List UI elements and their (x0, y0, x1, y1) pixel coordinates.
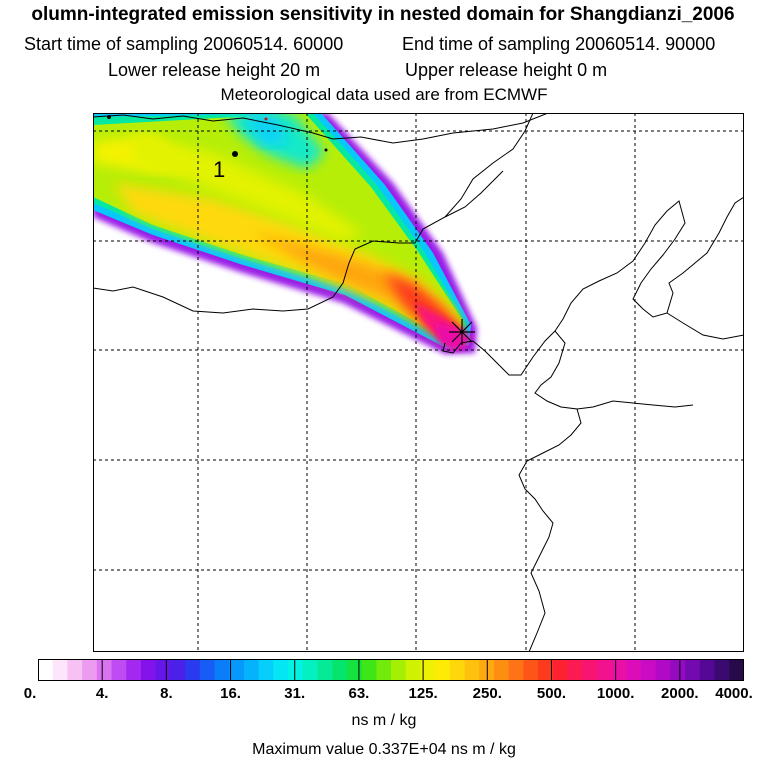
upper-release-label: Upper release height 0 m (405, 60, 608, 80)
colorbar-swatch (199, 659, 216, 681)
colorbar-swatch (420, 659, 436, 681)
colorbar-swatch (229, 659, 245, 681)
colorbar-swatch (361, 659, 377, 681)
colorbar-swatch (391, 659, 407, 681)
lower-release-label: Lower release height 20 m (108, 60, 321, 80)
emission-plume (93, 113, 477, 354)
colorbar-swatch (508, 659, 524, 681)
start-time-label: Start time of sampling 20060514. 60000 (24, 34, 344, 54)
colorbar-swatch (185, 659, 201, 681)
colorbar-swatch (626, 659, 642, 681)
map-frame (93, 113, 744, 652)
colorbar-tick-label: 0. (23, 685, 37, 702)
met-data-label: Meteorological data used are from ECMWF (220, 85, 548, 104)
colorbar-tick-label: 4. (95, 685, 109, 702)
colorbar-frame (38, 659, 744, 681)
colorbar-swatch (523, 659, 539, 681)
colorbar-tick-label: 500. (536, 685, 567, 702)
map-markers (107, 115, 328, 157)
colorbar-swatch (346, 659, 363, 681)
colorbar-swatch (376, 659, 392, 681)
colorbar-swatch (302, 659, 319, 681)
colorbar-swatch (243, 659, 260, 681)
map-panel[interactable]: 1 (93, 113, 744, 652)
colorbar-swatch (67, 659, 83, 681)
colorbar-swatch (596, 659, 613, 681)
end-time-label: End time of sampling 20060514. 90000 (402, 34, 716, 54)
colorbar-swatch (288, 659, 304, 681)
colorbar-swatch (670, 659, 686, 681)
colorbar-tick-label: 250. (472, 685, 502, 702)
contour-label: 1 (213, 157, 225, 182)
map-svg: 1 (93, 113, 744, 652)
colorbar-swatch (567, 659, 583, 681)
colorbar-units: ns m / kg (351, 712, 417, 729)
colorbar-tick-label: 16. (220, 685, 241, 702)
colorbar-swatch (214, 659, 230, 681)
coastlines (93, 113, 744, 652)
colorbar-swatch (317, 659, 333, 681)
colorbar-swatch (685, 659, 701, 681)
colorbar-swatch (96, 659, 113, 681)
colorbar-swatch (38, 659, 54, 681)
colorbar-tick-label: 4000. (715, 685, 753, 702)
colorbar-swatch (258, 659, 274, 681)
colorbar-swatch (126, 659, 142, 681)
colorbar-swatch (729, 659, 745, 681)
colorbar-swatch (140, 659, 157, 681)
colorbar-swatch (714, 659, 730, 681)
colorbar-tick-label: 1000. (596, 685, 635, 702)
plot-title: olumn-integrated emission sensitivity in… (31, 4, 735, 25)
colorbar-swatch (332, 659, 348, 681)
colorbar-swatch (111, 659, 127, 681)
colorbar-tick-label: 63. (348, 685, 370, 702)
colorbar (37, 659, 745, 681)
colorbar-swatch (655, 659, 672, 681)
colorbar-tick-label: 125. (408, 685, 438, 702)
colorbar-swatch (493, 659, 510, 681)
colorbar-swatch (552, 659, 569, 681)
colorbar-swatch (464, 659, 480, 681)
colorbar-swatch (82, 659, 98, 681)
colorbar-swatch (273, 659, 289, 681)
colorbar-svg (37, 659, 745, 681)
colorbar-tick-label: 2000. (661, 685, 699, 702)
colorbar-swatch (582, 659, 598, 681)
colorbar-swatch (641, 659, 657, 681)
colorbar-swatch (170, 659, 186, 681)
maximum-value-label: Maximum value 0.337E+04 ns m / kg (252, 741, 516, 758)
colorbar-tick-label: 31. (284, 685, 306, 702)
receptor-marker (449, 319, 475, 345)
colorbar-swatch (449, 659, 466, 681)
colorbar-swatch (699, 659, 716, 681)
colorbar-swatch (538, 659, 554, 681)
colorbar-swatch (405, 659, 422, 681)
graticule (93, 113, 744, 652)
colorbar-swatch (611, 659, 627, 681)
colorbar-swatch (155, 659, 171, 681)
colorbar-tick-label: 8. (160, 685, 173, 702)
colorbar-swatch (435, 659, 451, 681)
colorbar-swatch (52, 659, 69, 681)
